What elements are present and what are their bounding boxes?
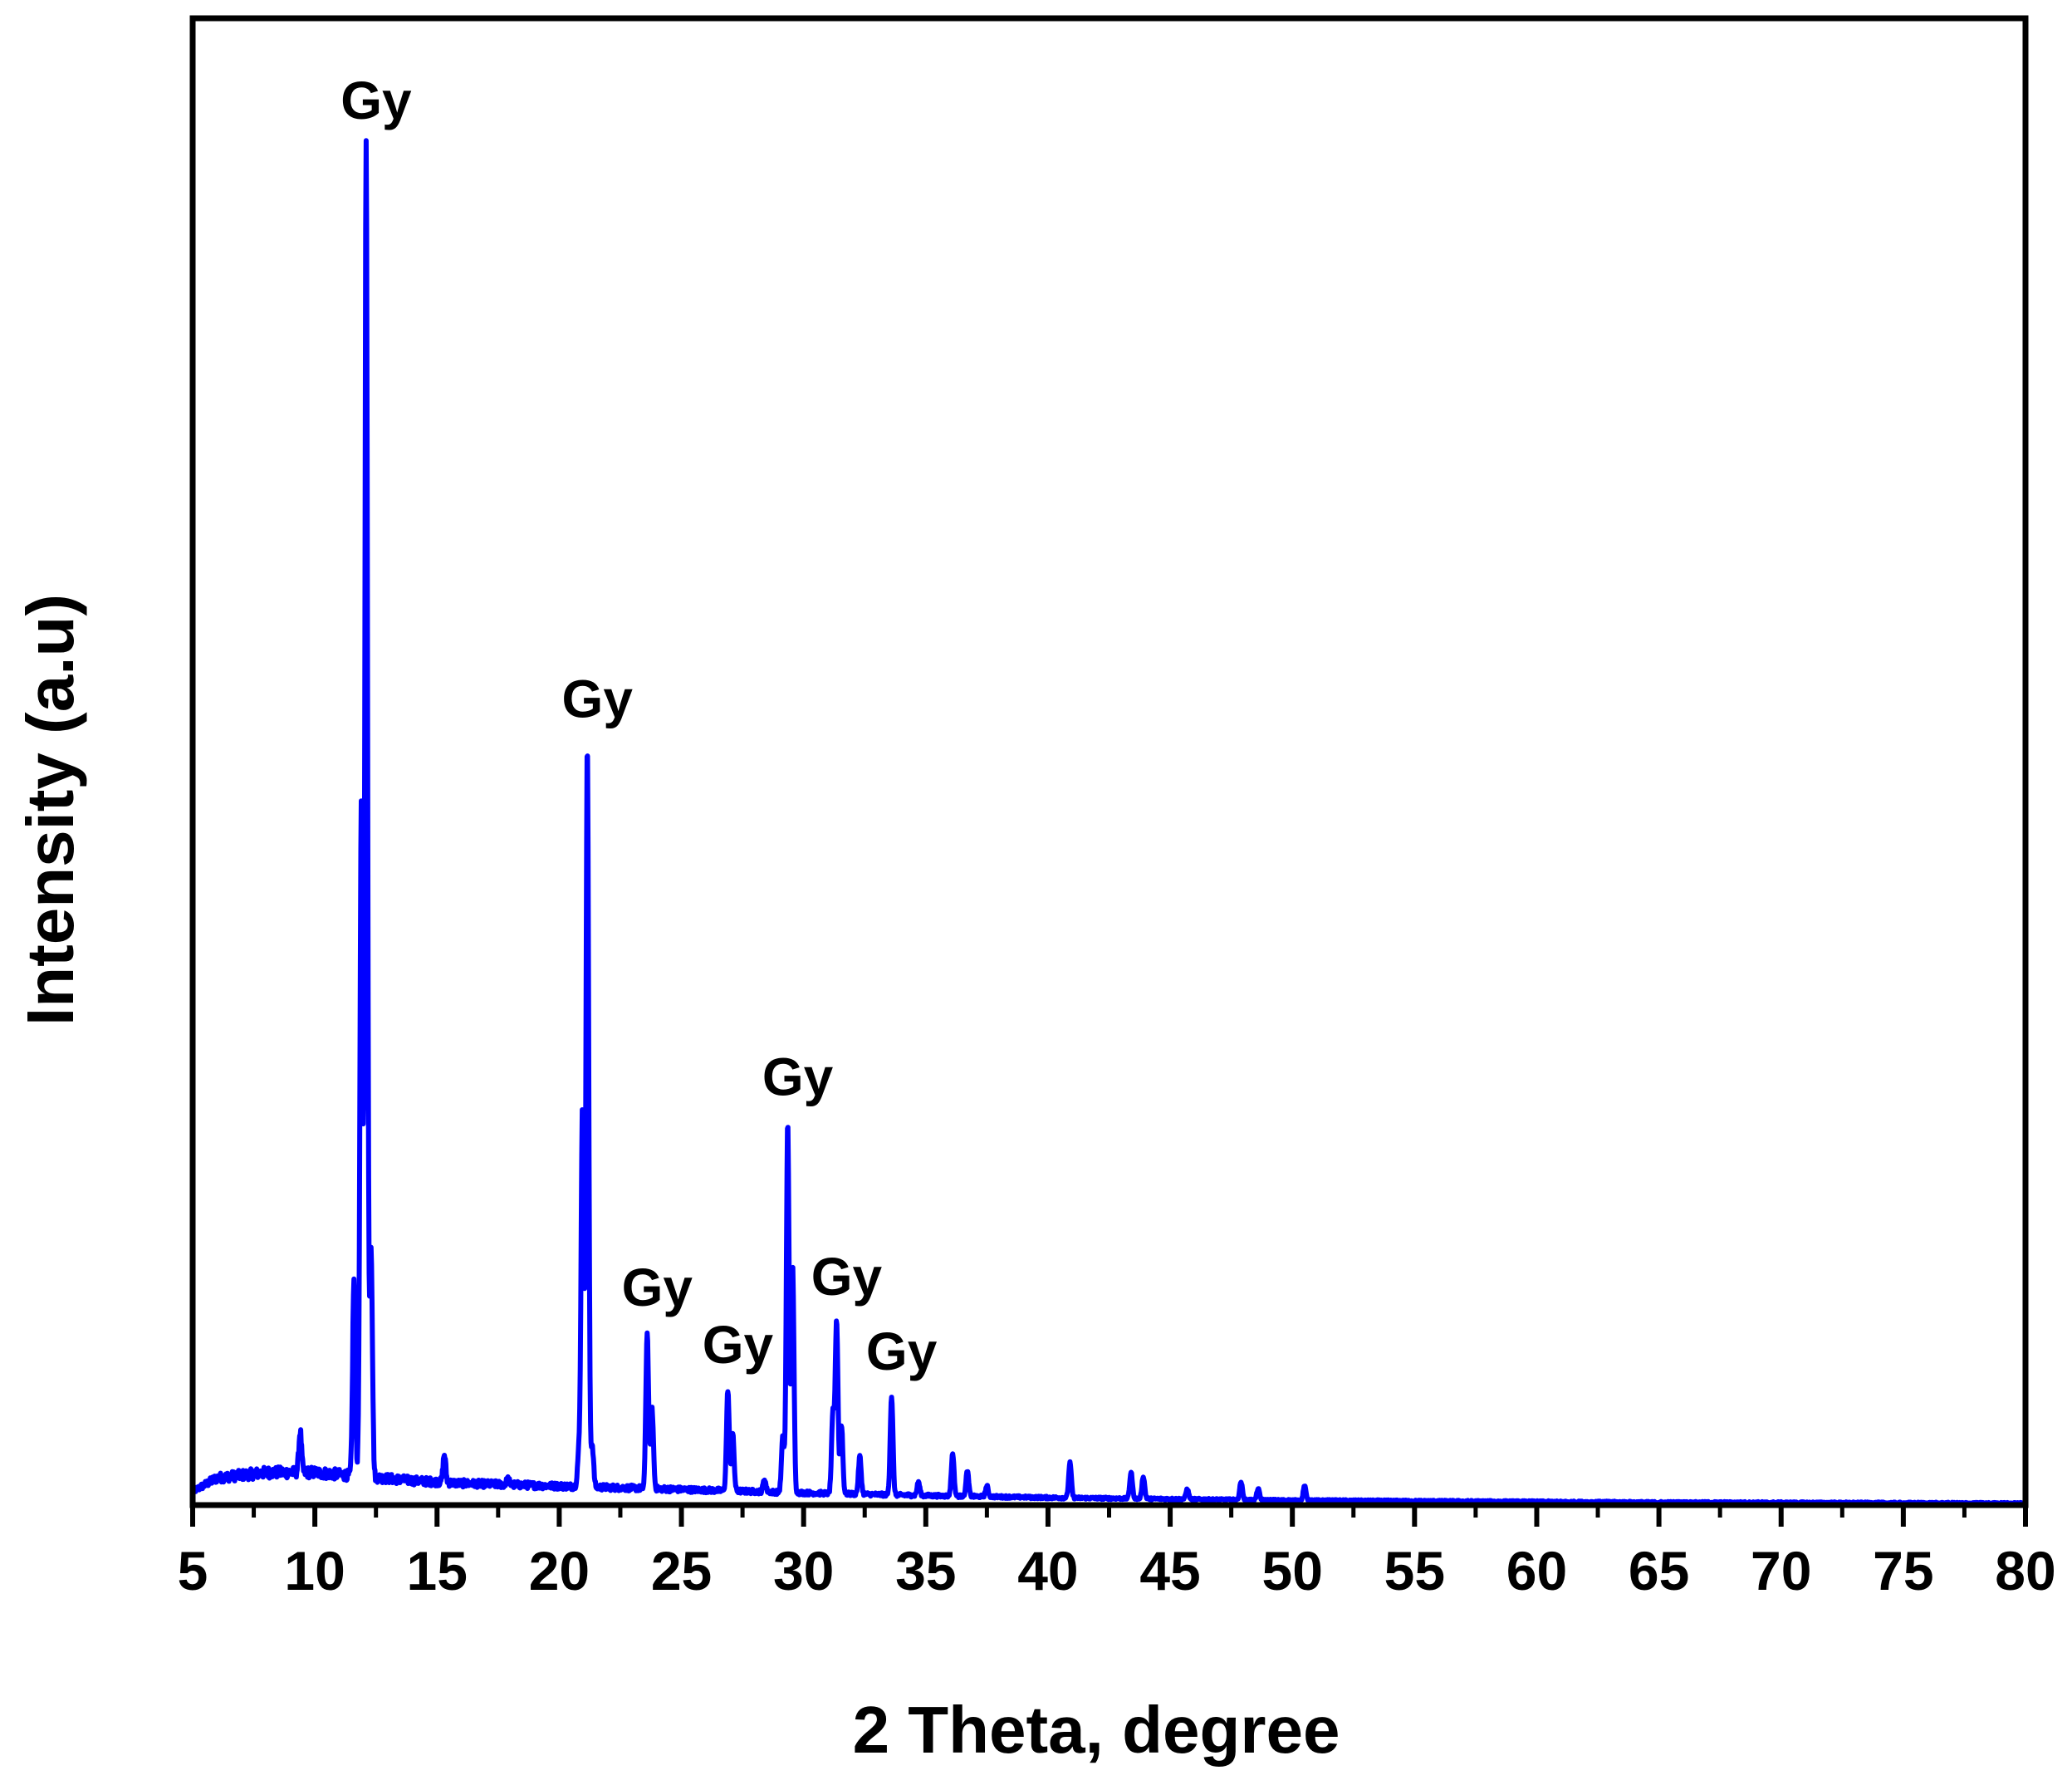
peak-label: Gy — [866, 1322, 938, 1381]
plot-frame — [189, 15, 2029, 1508]
x-tick-label: 10 — [284, 1540, 345, 1601]
peak-label: Gy — [562, 669, 634, 728]
x-tick-label: 80 — [1995, 1540, 2055, 1601]
x-axis-title: 2 Theta, degree — [853, 1693, 1340, 1767]
peak-label: Gy — [811, 1247, 883, 1307]
x-tick-label: 5 — [178, 1540, 208, 1601]
x-tick-label: 70 — [1751, 1540, 1811, 1601]
x-tick-label: 40 — [1017, 1540, 1078, 1601]
peak-label: Gy — [703, 1315, 774, 1375]
x-tick-label: 45 — [1139, 1540, 1200, 1601]
peak-label: Gy — [762, 1047, 834, 1106]
x-tick-label: 60 — [1506, 1540, 1567, 1601]
y-axis-title: Intensity (a.u) — [13, 594, 87, 1026]
x-tick-label: 75 — [1873, 1540, 1933, 1601]
x-axis-tick-labels: 5 10 15 20 25 30 35 40 45 50 55 60 65 70 75 80 — [178, 1540, 2056, 1601]
series-line — [190, 138, 2028, 1508]
x-axis-ticks — [190, 1505, 2028, 1527]
x-tick-label: 50 — [1261, 1540, 1322, 1601]
x-tick-label: 25 — [651, 1540, 712, 1601]
x-tick-label: 30 — [773, 1540, 834, 1601]
x-tick-label: 55 — [1384, 1540, 1445, 1601]
x-tick-label: 35 — [895, 1540, 956, 1601]
x-tick-label: 15 — [407, 1540, 468, 1601]
x-tick-label: 65 — [1629, 1540, 1689, 1601]
peak-label: Gy — [622, 1258, 693, 1317]
x-tick-label: 20 — [529, 1540, 590, 1601]
peak-label: Gy — [340, 71, 412, 130]
